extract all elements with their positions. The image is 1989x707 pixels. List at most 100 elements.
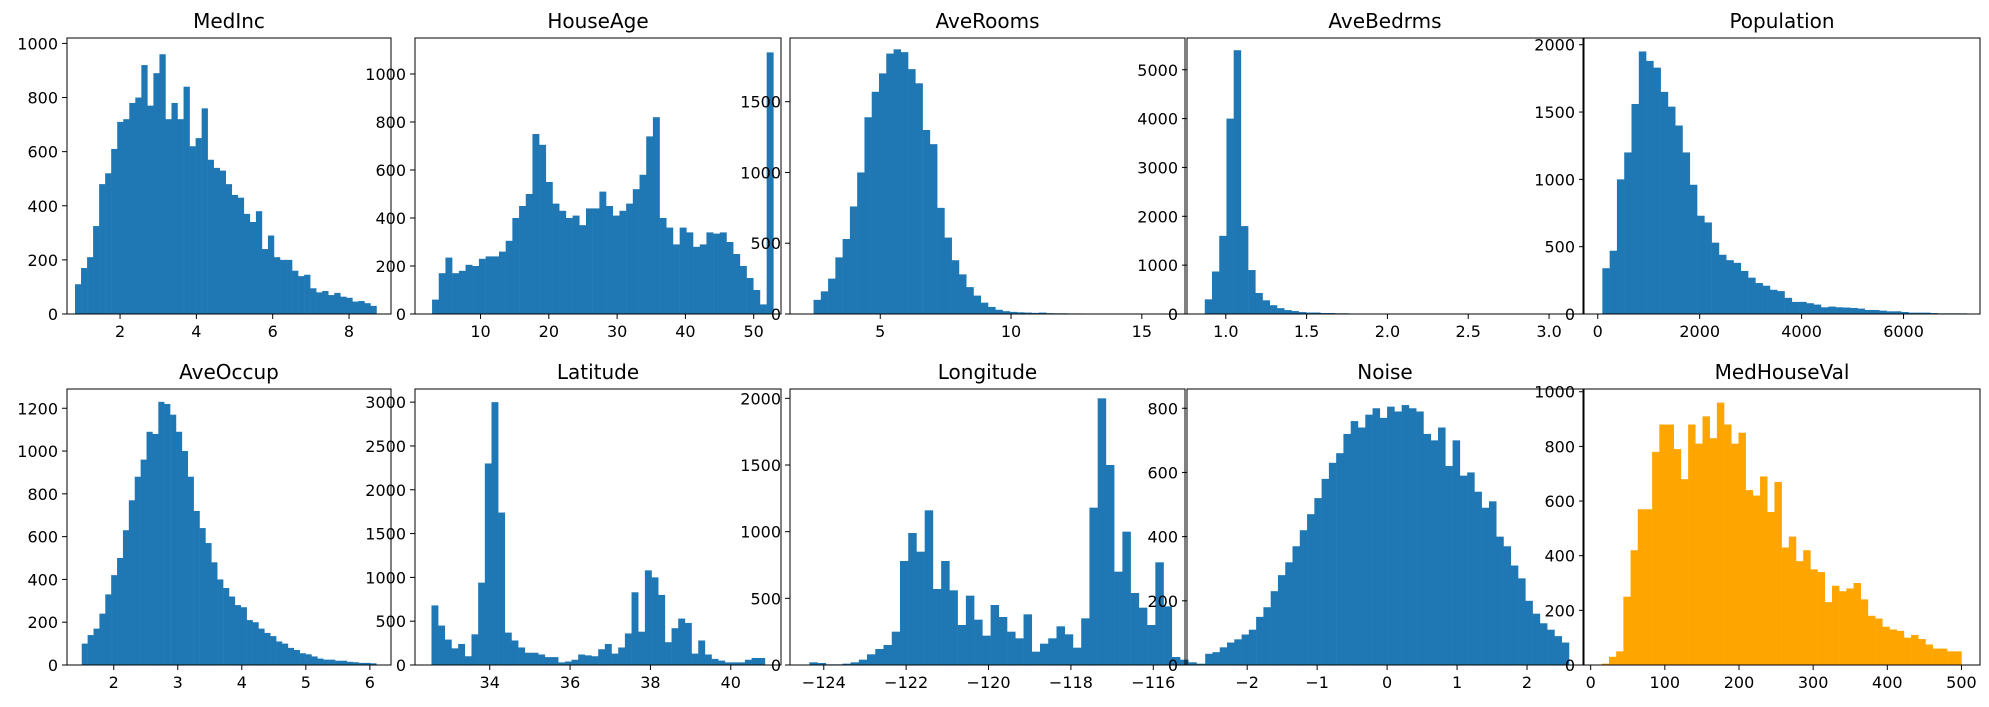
histogram-bar xyxy=(1817,572,1826,665)
y-tick-label: 4000 xyxy=(1137,110,1178,129)
histogram-bar xyxy=(1379,417,1388,665)
histogram-bar xyxy=(1835,307,1844,314)
histogram-bar xyxy=(1233,50,1242,315)
y-tick-label: 200 xyxy=(27,251,58,270)
histogram-bar xyxy=(1850,307,1858,314)
histogram-bar xyxy=(813,299,822,314)
axes-frame xyxy=(1186,37,1584,315)
histogram-bar xyxy=(1147,625,1156,665)
histogram-bar xyxy=(299,653,306,665)
histogram-bar xyxy=(117,121,124,314)
histogram-bar xyxy=(1048,638,1057,665)
x-tick-label: 1 xyxy=(1452,673,1462,692)
histogram-bar xyxy=(1445,466,1453,665)
histogram-bar xyxy=(684,622,692,665)
y-tick-label: 400 xyxy=(375,209,406,228)
histogram-bar xyxy=(1196,663,1206,665)
histogram-bar xyxy=(478,582,486,665)
y-tick-label: 0 xyxy=(1168,656,1178,675)
x-tick-label: 6 xyxy=(365,673,375,692)
histogram-bar xyxy=(646,136,654,314)
histogram-bar xyxy=(316,292,323,314)
y-tick-label: 500 xyxy=(750,234,781,253)
histogram-bar xyxy=(298,276,305,314)
histogram-bar xyxy=(658,594,666,665)
histogram-bar xyxy=(329,659,336,665)
histogram-bar xyxy=(1064,634,1074,665)
histogram-bar xyxy=(1673,449,1682,665)
histogram-bar xyxy=(1738,432,1746,665)
axes-frame xyxy=(1186,388,1584,666)
y-tick-label: 800 xyxy=(1544,437,1575,456)
histogram-bar xyxy=(591,656,599,665)
histogram-bar xyxy=(225,184,233,314)
y-tick-label: 800 xyxy=(1147,399,1178,418)
x-tick-label: 4 xyxy=(237,673,247,692)
histogram-bar xyxy=(1387,406,1395,665)
histogram-bar xyxy=(937,207,945,314)
histogram-bar xyxy=(323,659,330,665)
histogram-bar xyxy=(146,431,153,665)
histogram-bar xyxy=(1031,312,1040,314)
x-tick-label: 2.0 xyxy=(1375,322,1400,341)
histogram-bar xyxy=(941,561,950,665)
histogram-bar xyxy=(311,656,318,665)
histogram-bar xyxy=(1810,569,1818,665)
histogram-bar xyxy=(255,211,263,314)
histogram-bar xyxy=(240,607,247,665)
histogram-bar xyxy=(1188,662,1197,665)
histogram-bar xyxy=(1255,292,1263,314)
histogram-bar xyxy=(1839,591,1847,665)
histogram-bar xyxy=(211,562,218,665)
histogram-bar xyxy=(177,119,184,315)
histogram-bar xyxy=(340,296,347,314)
histogram-bar xyxy=(81,268,88,314)
histogram-bar xyxy=(1846,588,1854,665)
histogram-bar xyxy=(1675,125,1683,314)
histogram-bar xyxy=(718,660,726,665)
y-tick-label: 500 xyxy=(750,589,781,608)
histogram-bar xyxy=(1908,312,1916,314)
histogram-bar xyxy=(659,218,667,314)
axes-frame xyxy=(1583,388,1981,666)
histogram-bar xyxy=(1298,312,1307,314)
histogram-panel-longitude: −124 −122 −120 −118 −1160500100015002000Long… xyxy=(740,360,1222,692)
x-tick-label: 4 xyxy=(191,322,201,341)
x-tick-label: −122 xyxy=(884,673,928,692)
axes-frame xyxy=(66,37,392,315)
histogram-bar xyxy=(1226,118,1234,314)
histogram-bar xyxy=(531,652,539,665)
histogram-bar xyxy=(639,174,647,314)
y-tick-label: 1000 xyxy=(17,34,58,53)
histogram-bar xyxy=(1234,639,1242,665)
x-tick-label: 0 xyxy=(1382,673,1392,692)
y-tick-label: 1500 xyxy=(740,93,781,112)
histogram-bar xyxy=(693,246,700,314)
histogram-bar xyxy=(282,643,289,665)
y-tick-label: 600 xyxy=(27,528,58,547)
y-tick-label: 500 xyxy=(375,612,406,631)
histogram-bar xyxy=(664,642,672,665)
histogram-bar xyxy=(471,634,479,665)
histogram-bar xyxy=(1481,507,1490,665)
x-tick-label: 400 xyxy=(1872,673,1903,692)
x-tick-label: 100 xyxy=(1650,673,1681,692)
x-tick-label: 500 xyxy=(1946,673,1977,692)
histogram-bar xyxy=(152,433,159,665)
histogram-bar xyxy=(875,649,884,665)
histogram-bar xyxy=(995,309,1003,314)
histogram-bar xyxy=(606,206,613,314)
chart-title: MedHouseVal xyxy=(1715,360,1850,384)
histogram-bar xyxy=(370,305,377,314)
histogram-bar xyxy=(512,218,520,314)
histogram-bar xyxy=(1947,651,1955,665)
histogram-bar xyxy=(545,182,553,314)
chart-title: Population xyxy=(1729,9,1834,33)
histogram-panel-population: 0 2000 4000 6000 0 500 1000 1500 2000 Population xyxy=(1534,9,1981,341)
histogram-bar xyxy=(465,264,473,314)
histogram-bar xyxy=(678,618,686,665)
histogram-bar xyxy=(611,653,619,665)
histogram-bar xyxy=(809,662,818,665)
x-tick-label: −124 xyxy=(802,673,846,692)
